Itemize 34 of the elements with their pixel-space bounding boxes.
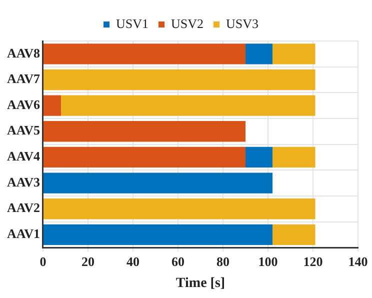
legend-label: USV2 [170,16,204,31]
bar [43,172,272,194]
x-axis-title: Time [s] [176,276,226,292]
x-tick-label: 80 [216,254,230,269]
bar [272,44,316,64]
x-tick-label: 60 [171,254,184,269]
bar [245,146,272,168]
bar [43,224,272,246]
bar [43,44,246,64]
bar [43,69,316,90]
legend-label: USV1 [116,16,149,31]
x-tick-label: 140 [348,254,368,269]
bar [43,198,316,220]
y-tick-label: AAV3 [6,174,40,190]
x-tick-label: 100 [258,254,278,269]
bar [272,224,316,246]
y-tick-label: AAV2 [6,200,40,216]
y-tick-label: AAV8 [6,45,40,60]
y-tick-label: AAV6 [6,96,40,112]
y-tick-label: AAV4 [6,148,40,164]
y-tick-label: AAV7 [6,71,40,86]
bar [43,95,61,116]
x-tick-label: 0 [40,254,46,269]
legend-label: USV3 [226,16,259,31]
bar [60,95,316,116]
bar [43,146,246,168]
x-tick-label: 120 [303,254,323,269]
y-tick-label: AAV1 [6,226,40,242]
bar [272,146,316,168]
bar [43,121,246,142]
x-tick-label: 20 [81,254,94,269]
bar [245,44,272,64]
x-tick-label: 40 [126,254,140,269]
y-tick-label: AAV5 [6,122,40,138]
